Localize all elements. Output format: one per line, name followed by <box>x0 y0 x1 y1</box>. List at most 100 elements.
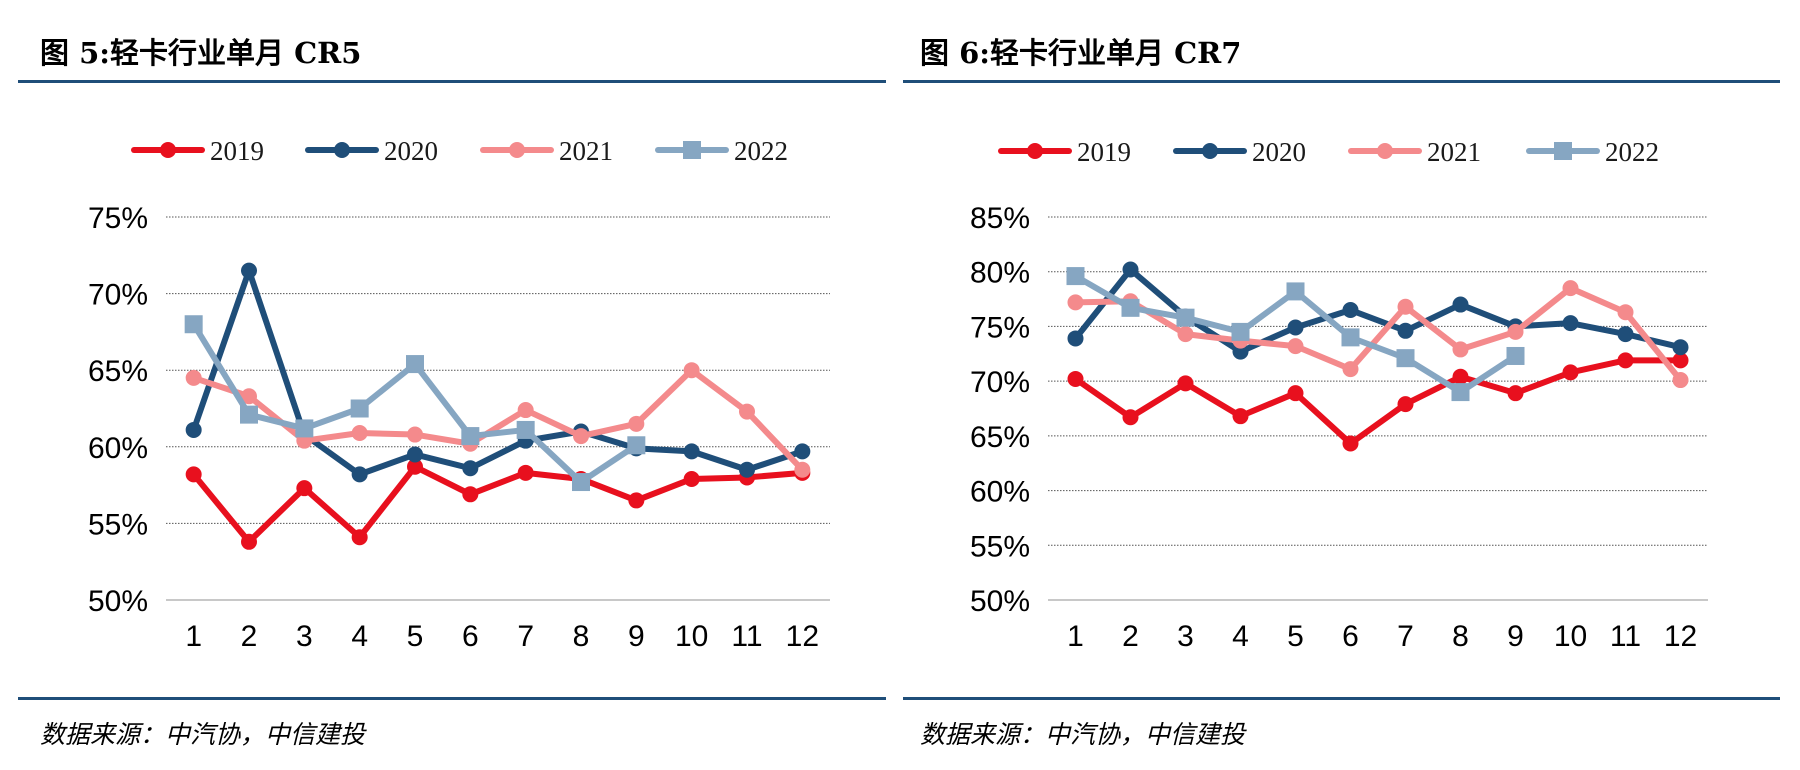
data-point-2019 <box>1122 409 1139 426</box>
y-tick-label: 75% <box>88 202 148 235</box>
data-point-2019 <box>185 466 202 483</box>
data-point-2020 <box>407 446 423 463</box>
data-point-2020 <box>1617 326 1634 343</box>
series-line-2021 <box>1072 285 1684 384</box>
legend-marker-2022 <box>1554 142 1572 160</box>
y-tick-label: 55% <box>88 508 148 541</box>
data-point-2019 <box>1617 352 1634 369</box>
data-point-2022 <box>406 355 424 374</box>
x-tick-label: 4 <box>351 620 368 653</box>
legend-label-2022: 2022 <box>734 136 788 166</box>
x-tick-label: 2 <box>241 620 258 653</box>
legend-label-2019: 2019 <box>210 136 264 166</box>
y-tick-label: 50% <box>970 585 1030 618</box>
data-point-2022 <box>1121 298 1140 317</box>
data-point-2020 <box>1232 343 1249 360</box>
data-point-2019 <box>1342 435 1359 452</box>
data-point-2021 <box>1617 304 1634 321</box>
legend-marker-2020 <box>1202 143 1218 159</box>
data-point-2021 <box>683 362 700 379</box>
legend-marker-2020 <box>334 142 350 158</box>
right-header-rule <box>903 80 1780 83</box>
data-point-2020 <box>1287 319 1304 336</box>
data-point-2021 <box>1672 372 1689 389</box>
data-point-2020 <box>462 460 479 477</box>
y-tick-label: 65% <box>88 355 148 388</box>
data-point-2020 <box>1122 261 1139 278</box>
data-point-2019 <box>462 486 479 503</box>
data-point-2022 <box>240 405 258 424</box>
data-point-2019 <box>1507 385 1524 402</box>
data-point-2020 <box>794 443 811 460</box>
x-tick-label: 6 <box>462 620 479 653</box>
data-point-2020 <box>683 443 700 460</box>
data-point-2020 <box>1562 315 1579 332</box>
data-point-2021 <box>573 428 589 445</box>
data-point-2022 <box>1231 322 1250 341</box>
y-tick-label: 85% <box>970 202 1030 235</box>
x-tick-label: 3 <box>1177 620 1194 653</box>
legend-marker-2019 <box>1027 143 1043 159</box>
data-point-2020 <box>241 262 257 279</box>
y-tick-label: 75% <box>970 311 1030 344</box>
data-point-2020 <box>1672 339 1689 356</box>
data-point-2022 <box>627 436 646 455</box>
x-tick-label: 4 <box>1232 620 1249 653</box>
data-point-2019 <box>1672 352 1689 369</box>
data-point-2022 <box>350 399 369 418</box>
data-point-2022 <box>184 315 203 334</box>
data-point-2019 <box>517 464 534 481</box>
y-tick-label: 60% <box>88 432 148 465</box>
right-source-note: 数据来源：中汽协，中信建投 <box>920 720 1246 749</box>
legend-label-2021: 2021 <box>559 136 613 166</box>
x-tick-label: 2 <box>1122 620 1139 653</box>
x-tick-label: 5 <box>407 620 424 653</box>
left-footer-rule <box>18 697 886 700</box>
data-point-2021 <box>1397 298 1414 315</box>
right-footer-rule <box>903 697 1780 700</box>
data-point-2021 <box>407 426 423 443</box>
data-point-2021 <box>351 425 368 442</box>
data-point-2021 <box>1562 280 1579 297</box>
legend-marker-2022 <box>683 141 701 159</box>
x-tick-label: 11 <box>731 620 762 653</box>
data-point-2021 <box>1342 361 1359 378</box>
x-tick-label: 9 <box>628 620 645 653</box>
series-line-2021 <box>190 367 806 473</box>
data-point-2019 <box>351 529 368 546</box>
data-point-2022 <box>1286 282 1305 301</box>
x-tick-label: 1 <box>185 620 202 653</box>
data-point-2021 <box>628 415 645 432</box>
data-point-2022 <box>516 420 535 439</box>
x-tick-label: 7 <box>517 620 534 653</box>
right-chart-title: 图 6:轻卡行业单月 CR7 <box>920 36 1242 70</box>
data-point-2021 <box>1287 338 1304 355</box>
data-point-2019 <box>407 458 423 475</box>
data-point-2022 <box>461 427 480 446</box>
legend-label-2019: 2019 <box>1077 137 1131 167</box>
data-point-2022 <box>1506 346 1525 365</box>
legend-label-2020: 2020 <box>1252 137 1306 167</box>
data-point-2021 <box>241 388 257 405</box>
y-tick-label: 70% <box>88 279 148 312</box>
x-tick-label: 7 <box>1397 620 1414 653</box>
y-tick-label: 50% <box>88 585 148 618</box>
left-chart-title: 图 5:轻卡行业单月 CR5 <box>40 36 362 70</box>
data-point-2021 <box>1507 323 1524 340</box>
data-point-2019 <box>683 470 700 487</box>
right-line-chart: 50%55%60%65%70%75%80%85%1 2 3 4 5 6 7 8 9 10 11 122… <box>970 137 1708 653</box>
data-point-2020 <box>1452 296 1469 313</box>
data-point-2022 <box>1176 308 1195 327</box>
y-tick-label: 70% <box>970 366 1030 399</box>
x-tick-label: 5 <box>1287 620 1304 653</box>
legend-marker-2019 <box>160 142 176 158</box>
legend-label-2022: 2022 <box>1605 137 1659 167</box>
data-point-2021 <box>185 369 202 386</box>
x-tick-label: 6 <box>1342 620 1359 653</box>
x-tick-label: 8 <box>573 620 590 653</box>
x-tick-label: 10 <box>675 620 708 653</box>
data-point-2020 <box>739 461 755 478</box>
data-point-2019 <box>1562 364 1579 381</box>
x-tick-label: 12 <box>1664 620 1697 653</box>
data-point-2019 <box>1452 368 1469 385</box>
